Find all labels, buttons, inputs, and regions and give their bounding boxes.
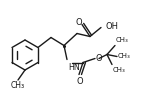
Text: O: O [96, 54, 103, 63]
Text: CH₃: CH₃ [116, 38, 129, 43]
Text: O: O [76, 18, 82, 27]
Text: CH₃: CH₃ [113, 66, 126, 72]
Text: OH: OH [106, 22, 119, 31]
Text: HN̄: HN̄ [68, 63, 80, 72]
Text: CH₃: CH₃ [118, 53, 131, 59]
Text: O: O [77, 77, 83, 87]
Text: CH₃: CH₃ [11, 81, 25, 90]
